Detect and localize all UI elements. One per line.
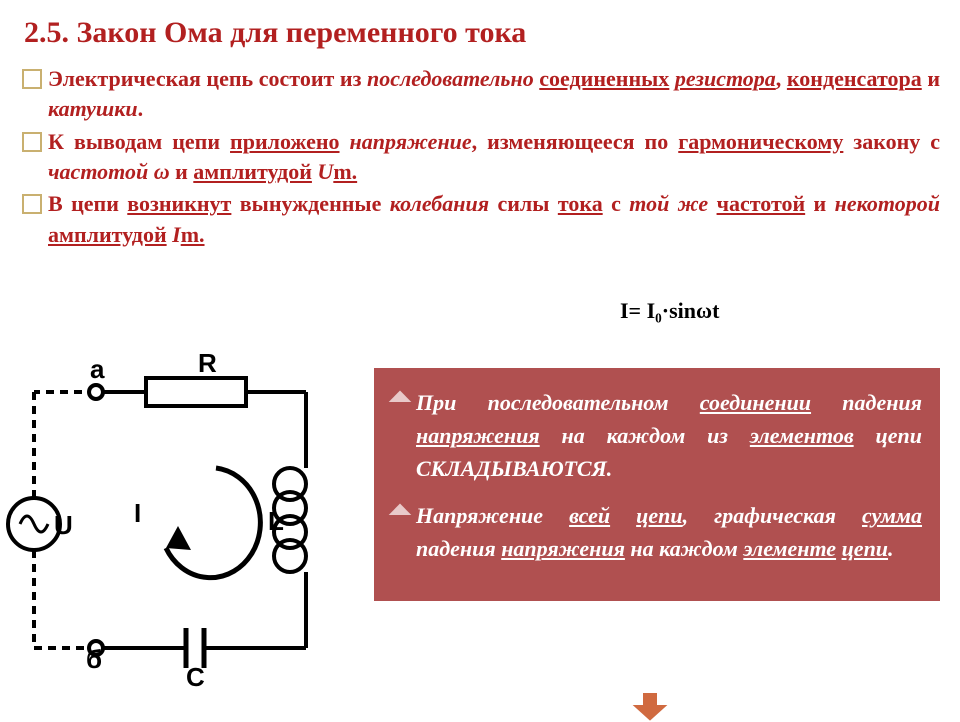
down-arrow-icon <box>630 692 670 722</box>
note-box: При последовательном соединении падения … <box>374 368 940 601</box>
bullet-item-2: К выводам цепи приложено напряжение, изм… <box>20 127 940 188</box>
label-U: U <box>54 510 73 541</box>
formula-text: I= I₀·sinωt <box>620 298 719 324</box>
label-a: а <box>90 354 104 385</box>
bullet-item-3: В цепи возникнут вынужденные колебания с… <box>20 189 940 250</box>
page-title: 2.5. Закон Ома для переменного тока <box>20 16 940 50</box>
note-item-1: При последовательном соединении падения … <box>392 386 922 485</box>
circuit-diagram: а R I L U б C <box>6 348 336 688</box>
note-item-2: Напряжение всей цепи, графическая сумма … <box>392 499 922 565</box>
bullet-item-1: Электрическая цепь состоит из последоват… <box>20 64 940 125</box>
label-C: C <box>186 662 205 693</box>
lower-region: а R I L U б C При последовательном соеди… <box>0 342 960 720</box>
label-L: L <box>268 506 284 537</box>
label-b: б <box>86 644 102 675</box>
label-R: R <box>198 348 217 379</box>
label-I: I <box>134 498 141 529</box>
bullet-list: Электрическая цепь состоит из последоват… <box>20 64 940 250</box>
